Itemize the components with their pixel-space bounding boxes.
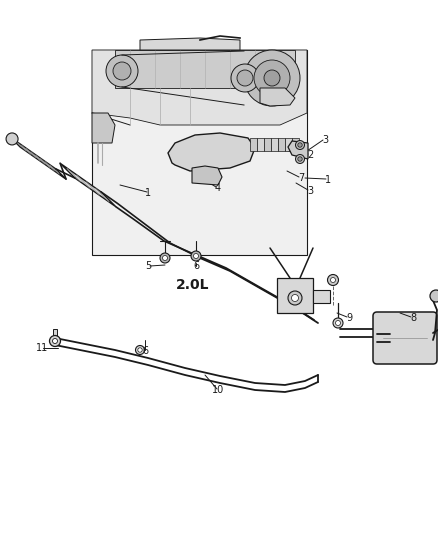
Circle shape — [296, 141, 304, 149]
Polygon shape — [277, 278, 313, 313]
Polygon shape — [271, 138, 278, 151]
Circle shape — [328, 274, 339, 286]
Polygon shape — [168, 133, 255, 171]
Text: 1: 1 — [145, 188, 151, 198]
Text: 6: 6 — [142, 346, 148, 356]
Circle shape — [288, 291, 302, 305]
Circle shape — [331, 278, 336, 282]
Circle shape — [160, 253, 170, 263]
Text: 7: 7 — [298, 173, 304, 183]
Polygon shape — [278, 138, 285, 151]
Polygon shape — [313, 290, 330, 303]
Circle shape — [191, 251, 201, 261]
Circle shape — [6, 133, 18, 145]
Circle shape — [254, 60, 290, 96]
Circle shape — [106, 55, 138, 87]
Polygon shape — [250, 138, 257, 151]
Polygon shape — [292, 138, 299, 151]
Text: 3: 3 — [322, 135, 328, 145]
Circle shape — [138, 348, 142, 352]
Polygon shape — [192, 166, 222, 185]
Circle shape — [162, 255, 167, 261]
Circle shape — [333, 318, 343, 328]
Polygon shape — [264, 138, 271, 151]
Polygon shape — [257, 138, 264, 151]
Text: 5: 5 — [145, 261, 151, 271]
Polygon shape — [10, 137, 66, 179]
Polygon shape — [92, 50, 307, 125]
Text: 10: 10 — [212, 385, 224, 395]
Circle shape — [49, 335, 60, 346]
Bar — [92, 50, 307, 255]
Polygon shape — [115, 50, 295, 88]
FancyBboxPatch shape — [373, 312, 437, 364]
Text: 2: 2 — [307, 150, 313, 160]
Text: 2.0L: 2.0L — [176, 278, 210, 292]
Circle shape — [296, 155, 304, 164]
Polygon shape — [53, 329, 57, 336]
Circle shape — [244, 50, 300, 106]
Circle shape — [292, 295, 299, 302]
Circle shape — [237, 70, 253, 86]
Polygon shape — [92, 113, 115, 143]
Circle shape — [113, 62, 131, 80]
Circle shape — [194, 254, 198, 259]
Text: 8: 8 — [410, 313, 416, 323]
Polygon shape — [288, 141, 308, 159]
Polygon shape — [140, 38, 240, 50]
Circle shape — [336, 320, 340, 326]
Polygon shape — [285, 138, 292, 151]
Text: 4: 4 — [215, 183, 221, 193]
Polygon shape — [60, 163, 116, 207]
Text: 6: 6 — [193, 261, 199, 271]
Polygon shape — [260, 88, 295, 106]
Text: 9: 9 — [346, 313, 352, 323]
Text: 1: 1 — [325, 175, 331, 185]
Circle shape — [53, 338, 57, 343]
Circle shape — [298, 157, 302, 161]
Text: 11: 11 — [36, 343, 48, 353]
Circle shape — [298, 143, 302, 147]
Circle shape — [430, 290, 438, 302]
Text: 3: 3 — [307, 186, 313, 196]
Circle shape — [264, 70, 280, 86]
Circle shape — [135, 345, 145, 354]
Circle shape — [231, 64, 259, 92]
